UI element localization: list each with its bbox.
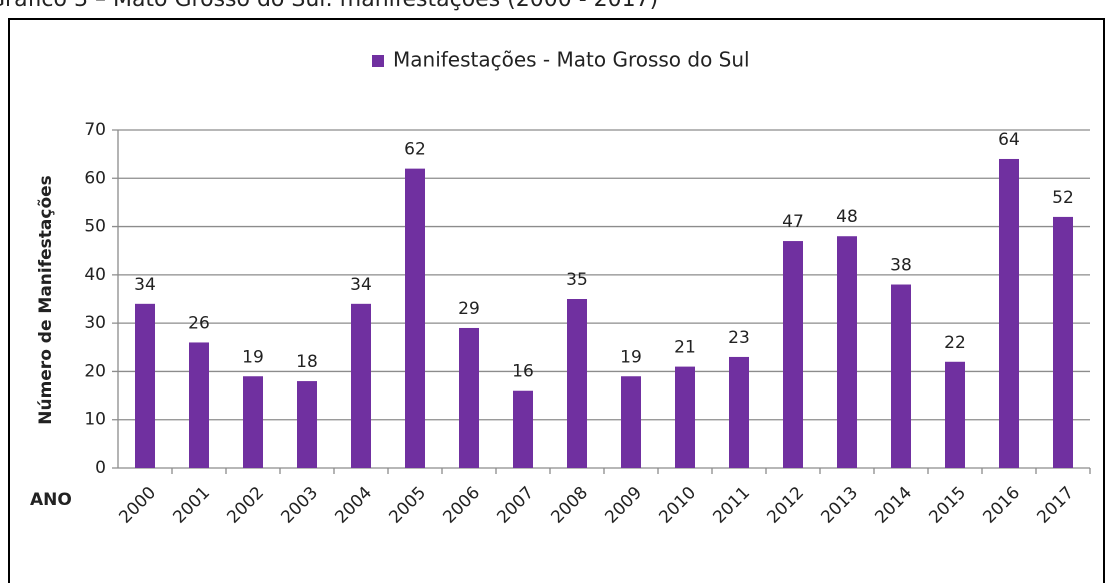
bar: [297, 381, 317, 468]
y-tick-label: 60: [84, 168, 106, 188]
data-label: 19: [620, 347, 642, 367]
bar: [513, 390, 533, 468]
bar: [351, 303, 371, 468]
bar: [135, 303, 155, 468]
y-axis-label: Número de Manifestações: [36, 175, 56, 425]
bar: [1053, 216, 1073, 468]
chart-frame: [8, 18, 1105, 583]
data-label: 26: [188, 313, 210, 333]
bar: [459, 327, 479, 468]
y-tick-label: 0: [95, 458, 106, 478]
data-label: 48: [836, 207, 858, 227]
data-label: 38: [890, 256, 912, 276]
x-axis-label: ANO: [30, 490, 72, 510]
data-label: 18: [296, 352, 318, 372]
data-label: 47: [782, 212, 804, 232]
bar: [621, 376, 641, 468]
data-label: 52: [1052, 188, 1074, 208]
data-label: 62: [404, 140, 426, 160]
legend-label: Manifestações - Mato Grosso do Sul: [393, 48, 750, 72]
data-label: 34: [350, 275, 372, 295]
data-label: 64: [998, 130, 1020, 150]
y-tick-label: 30: [84, 313, 106, 333]
data-label: 16: [512, 362, 534, 382]
data-label: 22: [944, 333, 966, 353]
bar: [243, 376, 263, 468]
legend-swatch: [372, 55, 384, 67]
y-tick-label: 20: [84, 361, 106, 381]
bar: [999, 158, 1019, 468]
data-label: 23: [728, 328, 750, 348]
y-tick-label: 70: [84, 120, 106, 140]
bar: [405, 168, 425, 468]
bar: [891, 284, 911, 468]
chart-title: Gráfico 3 – Mato Grosso do Sul: manifest…: [0, 0, 658, 12]
bar: [675, 366, 695, 468]
bar: [189, 342, 209, 468]
data-label: 29: [458, 299, 480, 319]
bar: [783, 241, 803, 468]
bar: [567, 299, 587, 468]
y-tick-label: 50: [84, 217, 106, 237]
data-label: 19: [242, 347, 264, 367]
bar: [945, 361, 965, 468]
bar: [837, 236, 857, 468]
y-tick-label: 10: [84, 410, 106, 430]
y-tick-label: 40: [84, 265, 106, 285]
data-label: 34: [134, 275, 156, 295]
bar: [729, 356, 749, 468]
data-label: 35: [566, 270, 588, 290]
data-label: 21: [674, 338, 696, 358]
